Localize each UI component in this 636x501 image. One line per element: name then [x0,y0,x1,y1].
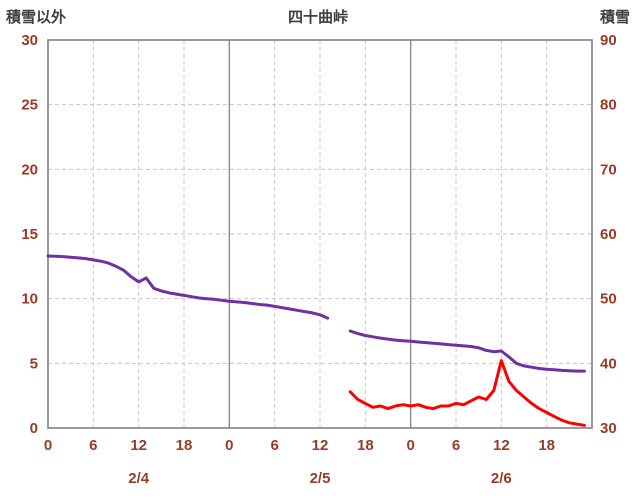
x-axis-tick-label: 6 [270,437,278,454]
left-axis-tick-label: 5 [30,355,38,372]
series-line-right [46,254,586,373]
x-axis-day-label: 2/5 [310,470,331,487]
series-line-left [348,359,586,427]
x-axis-tick-label: 18 [176,437,193,454]
x-axis-tick-label: 18 [357,437,374,454]
chart-title-row: 積雪以外 四十曲峠 積雪 [0,4,636,28]
x-axis-tick-label: 12 [130,437,147,454]
right-axis-title: 積雪 [599,9,630,26]
left-axis-tick-label: 15 [21,226,38,243]
plot-border [47,39,593,429]
left-axis-tick-label: 30 [21,32,38,49]
x-axis-tick-label: 12 [493,437,510,454]
x-axis-tick-label: 12 [312,437,329,454]
x-axis-tick-label: 0 [406,437,414,454]
right-axis-tick-label: 30 [600,420,617,437]
right-axis-tick-label: 70 [600,161,617,178]
x-axis-tick-label: 0 [44,437,52,454]
x-axis-day-label: 2/6 [491,470,512,487]
right-axis-tick-label: 80 [600,97,617,114]
right-axis-tick-label: 50 [600,291,617,308]
left-axis-tick-label: 0 [30,420,38,437]
x-axis-tick-label: 18 [538,437,555,454]
x-axis-tick-label: 6 [452,437,460,454]
right-axis-tick-label: 40 [600,355,617,372]
right-axis-tick-label: 90 [600,32,617,49]
left-axis-tick-label: 10 [21,291,38,308]
x-axis-tick-label: 0 [225,437,233,454]
left-axis-tick-label: 20 [21,161,38,178]
x-axis-tick-label: 6 [89,437,97,454]
chart-title: 四十曲峠 [287,9,348,26]
right-axis-tick-label: 60 [600,226,617,243]
left-axis-title: 積雪以外 [6,9,67,26]
left-axis-tick-label: 25 [21,97,38,114]
x-axis-day-label: 2/4 [128,470,150,487]
